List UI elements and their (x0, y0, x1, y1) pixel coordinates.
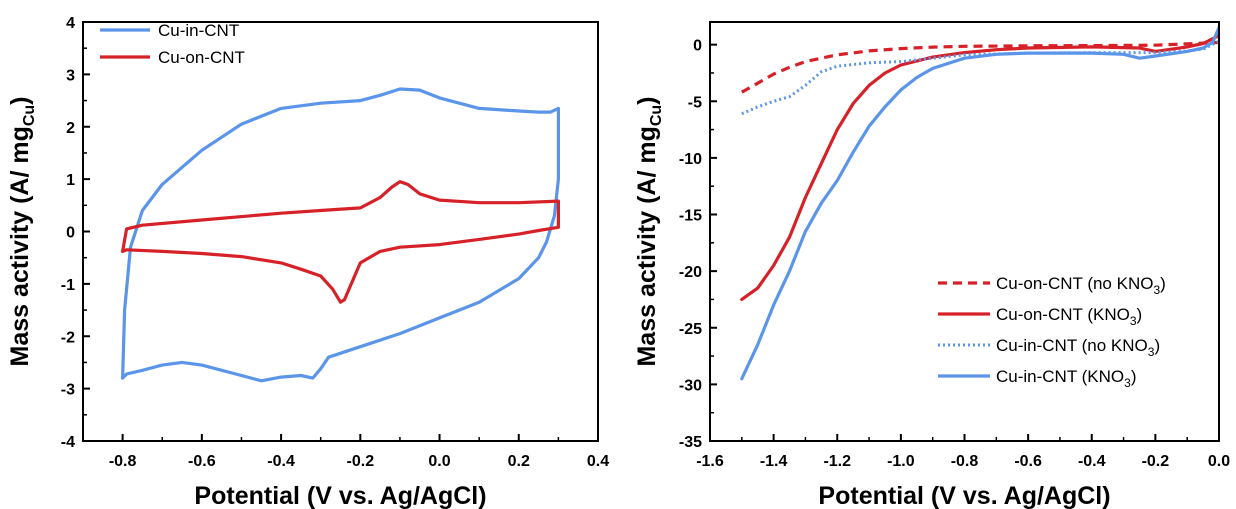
y-tick-label: 3 (66, 67, 75, 84)
y-tick-label: 0 (66, 225, 75, 242)
x-tick-label: -1.0 (887, 453, 915, 470)
right-panel: -1.6 -1.4 -1.2 -1.0 -0.8 -0.6 -0.4 -0.2 0.0 -35 -3… (633, 21, 1230, 509)
y-tick-label: -1 (61, 277, 75, 294)
x-tick-label: -1.4 (760, 453, 788, 470)
x-tick-label: 0.0 (428, 453, 450, 470)
legend-label: Cu-on-CNT (KNO3) (996, 305, 1142, 328)
y-tick-label: -5 (688, 94, 702, 111)
x-tick-label: -0.8 (109, 453, 137, 470)
y-tick-label: -30 (679, 377, 702, 394)
y-tick-label: -15 (679, 208, 702, 225)
plot-frame (709, 21, 1220, 442)
x-tick-label: -0.6 (1014, 453, 1042, 470)
x-tick-label: 0.2 (508, 453, 530, 470)
y-tick-label: 0 (693, 38, 702, 55)
x-tick-label: -0.4 (267, 453, 295, 470)
plot-frame (82, 21, 599, 442)
x-tick-label: -1.6 (696, 453, 724, 470)
y-axis-label: Mass activity (A/ mgCu) (633, 96, 665, 366)
x-tick-label: -0.2 (347, 453, 375, 470)
legend-label: Cu-in-CNT (158, 21, 239, 40)
y-axis-label: Mass activity (A/ mgCu) (6, 96, 38, 366)
x-axis-label: Potential (V vs. Ag/AgCl) (818, 482, 1110, 509)
legend-label: Cu-in-CNT (KNO3) (996, 367, 1137, 390)
x-axis-label: Potential (V vs. Ag/AgCl) (194, 482, 486, 509)
y-tick-label: 2 (66, 120, 75, 137)
legend-label: Cu-in-CNT (no KNO3) (996, 336, 1160, 359)
y-tick-label: 1 (66, 172, 75, 189)
left-panel: -0.8 -0.6 -0.4 -0.2 0.0 0.2 0.4 -4 -3 -2 -1 0 1 2 3 4 Po… (6, 15, 609, 509)
x-tick-label: -0.4 (1078, 453, 1106, 470)
legend: Cu-in-CNT Cu-on-CNT (100, 21, 245, 67)
y-tick-label: -25 (679, 321, 702, 338)
series-line-cu-in-cnt (120, 87, 561, 383)
series-line-cu-on-cnt (120, 180, 561, 304)
x-tick-label: -0.8 (951, 453, 979, 470)
x-tick-label: -0.6 (188, 453, 216, 470)
y-tick-label: -2 (61, 329, 75, 346)
x-tick-label: -0.2 (1142, 453, 1170, 470)
y-tick-label: -35 (679, 434, 702, 451)
x-tick-label: 0.0 (1208, 453, 1230, 470)
y-tick-label: 4 (66, 15, 75, 32)
legend-label: Cu-on-CNT (no KNO3) (996, 274, 1166, 297)
series-line-cu-on-cnt-kno (740, 33, 1219, 301)
x-tick-label: -1.2 (823, 453, 851, 470)
y-tick-label: -3 (61, 382, 75, 399)
x-tick-label: 0.4 (587, 453, 609, 470)
y-tick-label: -20 (679, 264, 702, 281)
legend-label: Cu-on-CNT (158, 48, 245, 67)
legend: Cu-on-CNT (no KNO3) Cu-on-CNT (KNO3) Cu-in… (938, 274, 1166, 390)
y-tick-label: -10 (679, 151, 702, 168)
series-line-cu-in-cnt-kno (740, 26, 1219, 381)
series-line-cu-in-cnt-no-kno (741, 39, 1219, 116)
y-tick-label: -4 (61, 434, 75, 451)
